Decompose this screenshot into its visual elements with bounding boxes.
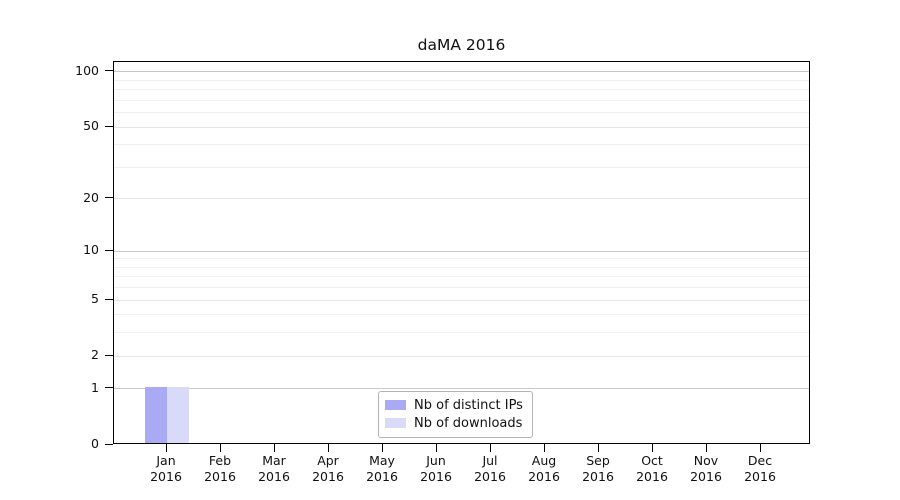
bar: [145, 386, 167, 443]
legend-swatch-distinct-ips: [385, 400, 406, 410]
x-tick-mark: [166, 444, 167, 452]
y-tick-label: 1: [91, 379, 99, 395]
gridline: [114, 355, 809, 357]
y-tick-mark: [105, 443, 113, 445]
y-tick-mark: [105, 125, 113, 127]
gridlines: [114, 62, 809, 443]
y-tick-mark: [105, 70, 113, 72]
y-tick-label: 2: [91, 347, 99, 363]
gridline: [114, 258, 809, 260]
gridline: [114, 71, 809, 73]
y-tick-mark: [105, 298, 113, 300]
legend-item-downloads: Nb of downloads: [385, 414, 523, 432]
x-tick-label: Feb 2016: [204, 453, 236, 484]
gridline: [114, 287, 809, 289]
x-tick-mark: [220, 444, 221, 452]
legend: Nb of distinct IPs Nb of downloads: [378, 391, 533, 438]
y-tick-mark: [105, 197, 113, 199]
gridline: [114, 299, 809, 301]
x-tick-mark: [490, 444, 491, 452]
x-tick-mark: [598, 444, 599, 452]
gridline: [114, 112, 809, 114]
gridline: [114, 266, 809, 268]
gridline: [114, 314, 809, 316]
bar: [167, 386, 189, 443]
x-tick-mark: [328, 444, 329, 452]
y-tick-label: 100: [75, 62, 99, 78]
gridline: [114, 332, 809, 334]
x-tick-label: Aug 2016: [528, 453, 560, 484]
legend-label-downloads: Nb of downloads: [414, 415, 523, 431]
gridline: [114, 276, 809, 278]
gridline: [114, 144, 809, 146]
gridline: [114, 198, 809, 200]
x-tick-label: Oct 2016: [636, 453, 668, 484]
gridline: [114, 388, 809, 390]
x-tick-label: Jun 2016: [420, 453, 452, 484]
x-tick-mark: [544, 444, 545, 452]
x-tick-mark: [760, 444, 761, 452]
x-tick-mark: [382, 444, 383, 452]
x-tick-label: Jul 2016: [474, 453, 506, 484]
x-tick-mark: [274, 444, 275, 452]
y-tick-label: 5: [91, 291, 99, 307]
x-tick-label: Jan 2016: [150, 453, 182, 484]
x-tick-label: Dec 2016: [744, 453, 776, 484]
gridline: [114, 126, 809, 128]
y-tick-label: 50: [83, 118, 99, 134]
x-tick-label: Apr 2016: [312, 453, 344, 484]
y-tick-mark: [105, 249, 113, 251]
gridline: [114, 166, 809, 168]
chart-title: daMA 2016: [417, 36, 506, 54]
y-tick-label: 20: [83, 189, 99, 205]
x-tick-label: Nov 2016: [690, 453, 722, 484]
legend-label-distinct-ips: Nb of distinct IPs: [414, 397, 523, 413]
gridline: [114, 79, 809, 81]
legend-item-distinct-ips: Nb of distinct IPs: [385, 396, 523, 414]
y-tick-label: 10: [83, 242, 99, 258]
x-tick-mark: [706, 444, 707, 452]
bars: [114, 62, 809, 443]
gridline: [114, 99, 809, 101]
x-tick-mark: [436, 444, 437, 452]
x-tick-label: Sep 2016: [582, 453, 614, 484]
legend-swatch-downloads: [385, 418, 406, 428]
gridline: [114, 89, 809, 91]
x-tick-label: May 2016: [366, 453, 398, 484]
x-tick-label: Mar 2016: [258, 453, 290, 484]
plot-area: [113, 61, 810, 444]
x-tick-mark: [652, 444, 653, 452]
y-tick-label: 0: [91, 436, 99, 451]
y-tick-mark: [105, 387, 113, 389]
gridline: [114, 250, 809, 252]
y-tick-mark: [105, 354, 113, 356]
